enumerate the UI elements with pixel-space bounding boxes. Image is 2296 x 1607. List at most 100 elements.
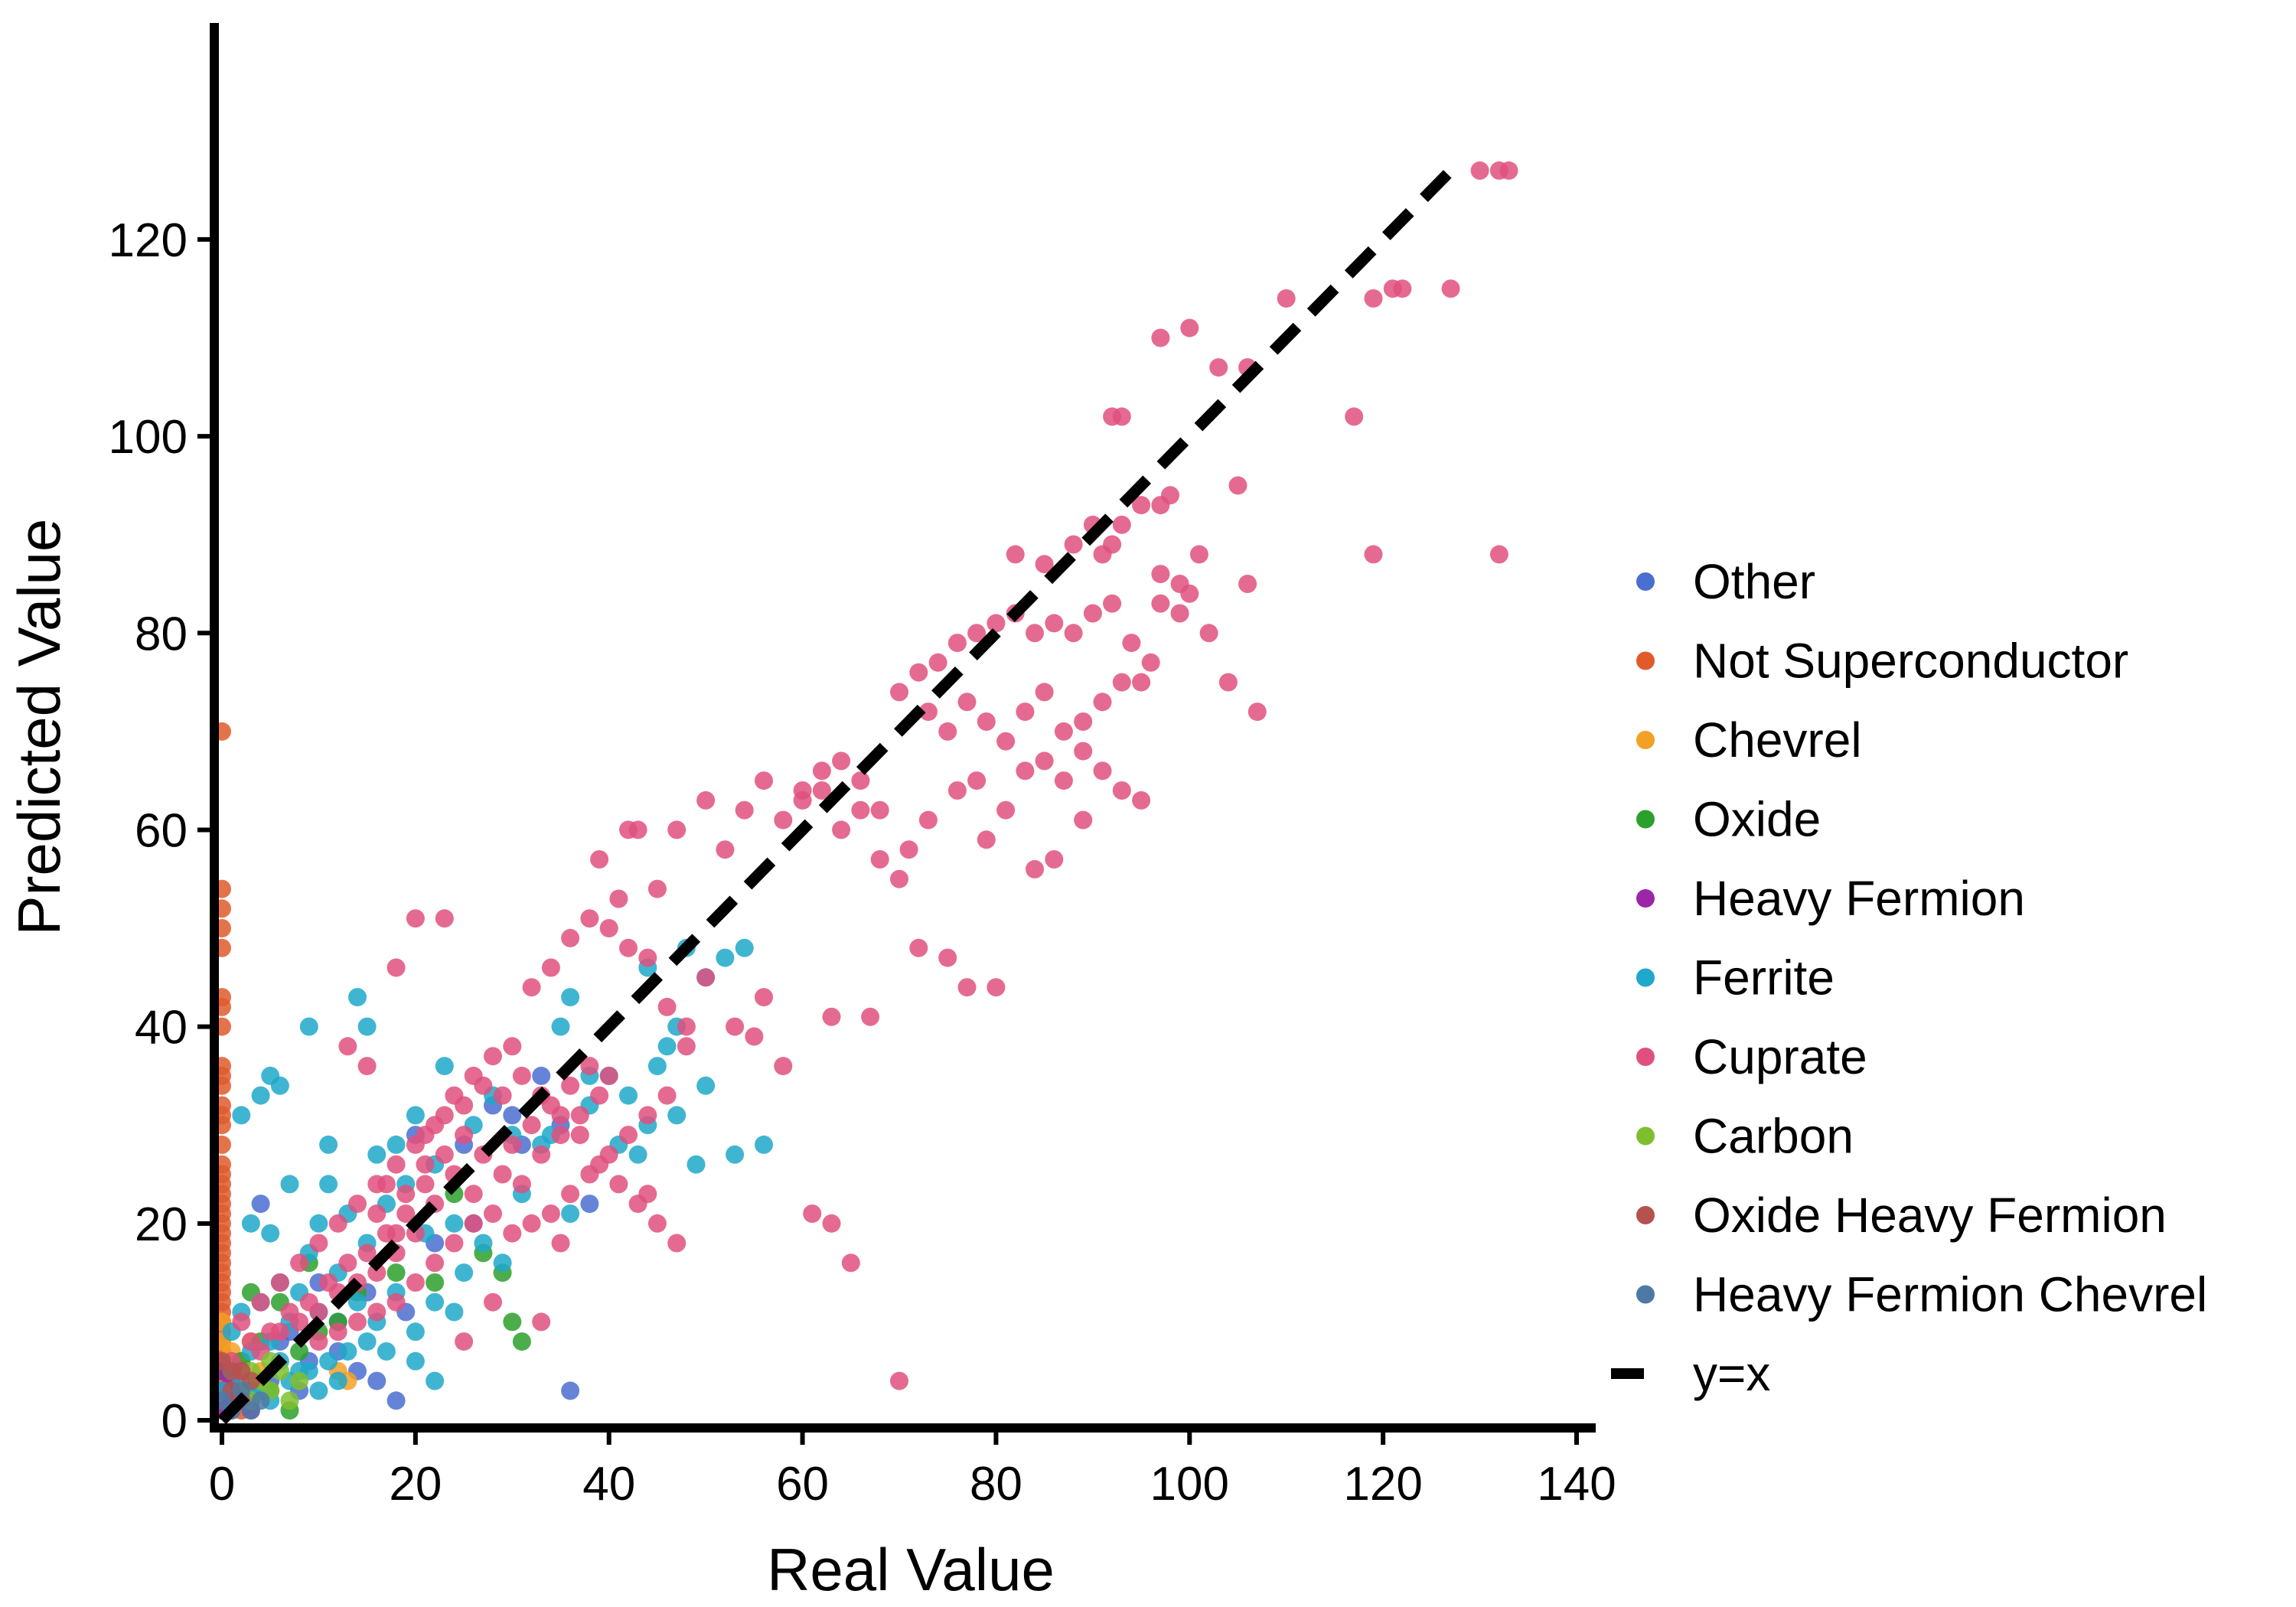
point-cuprate [1132, 673, 1151, 692]
point-cuprate [357, 1244, 377, 1263]
point-oxide [503, 1312, 522, 1332]
point-cuprate [551, 1126, 570, 1145]
point-cuprate [561, 928, 580, 947]
legend-marker-other [1636, 572, 1655, 591]
point-cuprate [745, 1027, 764, 1046]
point-cuprate [987, 614, 1006, 633]
point-cuprate [522, 978, 541, 997]
legend-marker-chevrel [1636, 731, 1655, 749]
point-ferrite [251, 1086, 270, 1105]
point-cuprate [426, 1253, 445, 1273]
point-cuprate [1112, 515, 1131, 534]
point-cuprate [909, 663, 928, 682]
point-cuprate [1170, 575, 1189, 593]
point-ferrite [619, 1086, 638, 1105]
point-cuprate [299, 1292, 318, 1312]
point-cuprate [609, 889, 628, 908]
point-cuprate [367, 1263, 386, 1283]
point-cuprate [1016, 702, 1035, 722]
point-cuprate [1151, 328, 1170, 347]
point-ferrite [309, 1214, 328, 1233]
point-cuprate [870, 850, 889, 869]
point-cuprate [638, 1106, 657, 1125]
point-ferrite [232, 1106, 251, 1125]
point-cuprate [599, 1066, 618, 1085]
point-other [580, 1195, 599, 1214]
point-oxide [290, 1342, 309, 1361]
point-ferrite [348, 1292, 367, 1312]
legend-marker-cuprate [1636, 1048, 1655, 1066]
point-cuprate [416, 1155, 435, 1174]
point-cuprate [1103, 594, 1122, 613]
point-cuprate [280, 1302, 299, 1322]
point-oxide [512, 1332, 531, 1351]
point-cuprate [899, 840, 918, 859]
point-cuprate [987, 978, 1006, 997]
point-cuprate [503, 1135, 522, 1154]
point-cuprate [1083, 604, 1102, 623]
point-cuprate [1238, 575, 1257, 593]
point-other [367, 1371, 386, 1390]
point-cuprate [590, 1086, 609, 1105]
point-cuprate [464, 1185, 483, 1204]
point-ferrite [667, 1106, 687, 1125]
legend-label: Oxide Heavy Fermion [1693, 1188, 2167, 1243]
point-cuprate [822, 1007, 841, 1026]
point-cuprate [570, 1126, 589, 1145]
point-cuprate [1016, 761, 1035, 781]
point-cuprate [1151, 594, 1170, 613]
point-cuprate [1180, 318, 1199, 337]
point-cuprate [967, 771, 987, 790]
point-cuprate [977, 830, 996, 849]
point-cuprate [890, 683, 908, 702]
point-cuprate [1035, 751, 1054, 771]
point-cuprate [261, 1322, 280, 1341]
point-cuprate [580, 909, 599, 928]
point-cuprate [957, 978, 977, 997]
point-ferrite [357, 1332, 377, 1351]
point-cuprate [638, 948, 657, 967]
x-tick-label: 20 [389, 1458, 442, 1511]
point-cuprate [1141, 653, 1160, 672]
point-cuprate [348, 1195, 367, 1214]
point-cuprate [647, 879, 667, 898]
point-cuprate [755, 988, 773, 1007]
point-cuprate [947, 781, 967, 800]
point-cuprate [503, 1224, 522, 1243]
point-cuprate [309, 1332, 328, 1351]
point-cuprate [1364, 545, 1383, 564]
point-cuprate [590, 850, 609, 869]
point-cuprate [657, 1086, 677, 1105]
legend-marker-not-superconductor [1636, 651, 1655, 670]
point-cuprate [1364, 289, 1383, 308]
point-ferrite [328, 1371, 347, 1390]
point-cuprate [396, 1204, 416, 1223]
point-cuprate [812, 761, 831, 781]
point-cuprate [677, 1037, 696, 1056]
point-cuprate [455, 1126, 474, 1145]
point-cuprate [918, 702, 938, 722]
point-cuprate [619, 938, 638, 957]
point-cuprate [561, 1185, 580, 1204]
point-cuprate [493, 1086, 512, 1105]
point-cuprate [1064, 535, 1083, 554]
point-cuprate [328, 1214, 347, 1233]
point-cuprate [338, 1253, 357, 1273]
point-cuprate [580, 1057, 599, 1076]
point-cuprate [851, 800, 870, 820]
point-cuprate [1151, 496, 1170, 515]
point-cuprate [1122, 634, 1141, 653]
x-tick-label: 60 [776, 1458, 829, 1511]
point-cuprate [541, 1204, 560, 1223]
point-cuprate [909, 938, 928, 957]
point-ferrite [687, 1155, 706, 1174]
point-heavy-fermion-chevrel [232, 1381, 251, 1400]
point-carbon [290, 1371, 309, 1390]
point-cuprate [832, 820, 851, 839]
x-tick-label: 40 [582, 1458, 635, 1511]
point-cuprate [251, 1292, 270, 1312]
point-cuprate [406, 909, 425, 928]
point-cuprate [861, 1007, 880, 1026]
point-ferrite [426, 1292, 445, 1312]
